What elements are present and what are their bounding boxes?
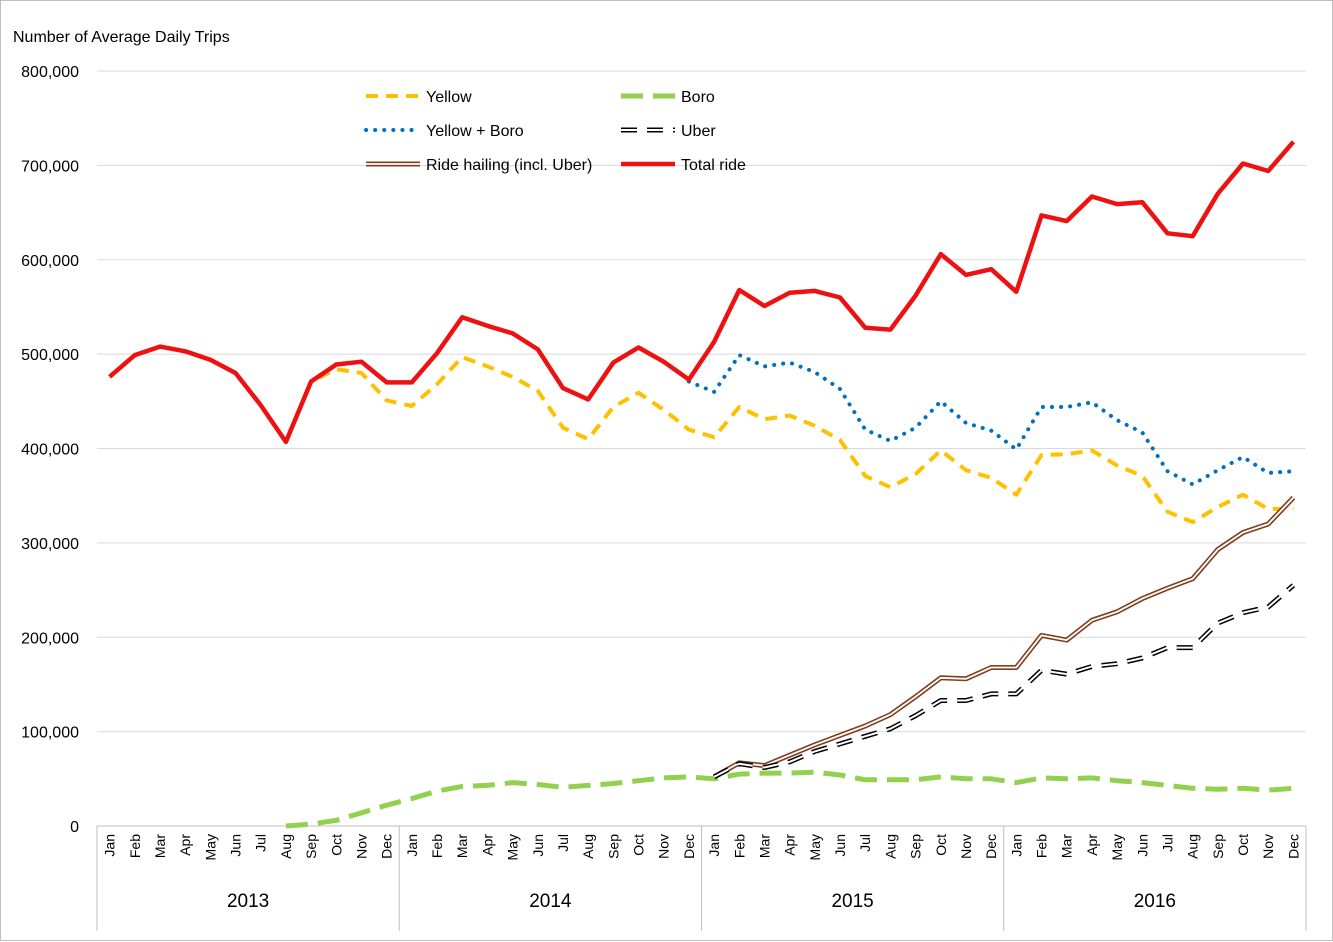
x-tick-label: Jun xyxy=(530,834,546,857)
legend-label: Uber xyxy=(681,123,716,140)
x-tick-label: Jun xyxy=(1134,834,1150,857)
x-tick-label: Dec xyxy=(1285,834,1301,859)
legend-item: Yellow + Boro xyxy=(364,123,524,140)
y-tick-label: 100,000 xyxy=(21,725,79,742)
x-tick-label: Aug xyxy=(882,834,898,859)
x-tick-label: Jan xyxy=(102,834,118,857)
gridlines xyxy=(97,70,1306,733)
x-tick-label: May xyxy=(202,834,218,860)
year-label: 2015 xyxy=(831,891,873,912)
y-tick-label: 200,000 xyxy=(21,630,79,647)
x-tick-label: Jun xyxy=(832,834,848,857)
x-tick-label: Feb xyxy=(429,834,445,858)
x-tick-label: May xyxy=(1109,834,1125,860)
x-tick-label: Oct xyxy=(631,834,647,856)
x-tick-label: Jul xyxy=(555,834,571,852)
legend-label: Yellow xyxy=(426,89,472,106)
x-tick-label: Jan xyxy=(404,834,420,857)
x-tick-label: Sep xyxy=(1210,834,1226,859)
x-tick-label: Aug xyxy=(278,834,294,859)
x-tick-label: Nov xyxy=(353,834,369,859)
x-tick-label: May xyxy=(505,834,521,860)
x-tick-label: Jul xyxy=(1159,834,1175,852)
legend-item: Uber xyxy=(621,123,716,140)
x-tick-label: Feb xyxy=(127,834,143,858)
x-tick-label: Jan xyxy=(1008,834,1024,857)
x-tick-label: Apr xyxy=(782,834,798,856)
series-line-inner xyxy=(713,496,1295,778)
y-tick-label: 600,000 xyxy=(21,253,79,270)
x-tick-label: Dec xyxy=(681,834,697,859)
legend-label: Yellow + Boro xyxy=(426,123,524,140)
x-tick-label: Jan xyxy=(706,834,722,857)
x-tick-label: Feb xyxy=(731,834,747,858)
x-tick-label: Oct xyxy=(1235,834,1251,856)
x-tick-label: Sep xyxy=(908,834,924,859)
x-tick-label: Mar xyxy=(756,834,772,858)
legend-item: Boro xyxy=(621,89,715,106)
series-line xyxy=(108,140,1296,445)
legend-label: Boro xyxy=(681,89,715,106)
x-tick-label: Feb xyxy=(1034,834,1050,858)
x-tick-label: Apr xyxy=(479,834,495,856)
legend: Yellow Boro Yellow + Boro Uber Ride hailing … xyxy=(364,89,746,174)
y-tick-label: 500,000 xyxy=(21,347,79,364)
y-axis-ticks: 0 100,000 200,000 300,000 400,000 500,000 600,… xyxy=(21,64,79,836)
x-tick-label: Aug xyxy=(1185,834,1201,859)
series-boro xyxy=(285,769,1294,829)
series-total-ride xyxy=(108,140,1296,445)
series-yellow-boro xyxy=(686,353,1296,487)
x-tick-label: Oct xyxy=(328,834,344,856)
x-tick-label: Nov xyxy=(1260,834,1276,859)
y-tick-label: 700,000 xyxy=(21,158,79,175)
year-labels: 2013 2014 2015 2016 xyxy=(96,826,1307,931)
x-tick-label: Jun xyxy=(228,834,244,857)
x-tick-label: Sep xyxy=(605,834,621,859)
series-lines xyxy=(108,140,1296,829)
x-tick-label: Oct xyxy=(933,834,949,856)
x-tick-label: Jul xyxy=(857,834,873,852)
y-tick-label: 300,000 xyxy=(21,536,79,553)
x-tick-label: Apr xyxy=(1084,834,1100,856)
series-ride-hailing-incl-uber xyxy=(712,495,1296,780)
y-tick-label: 800,000 xyxy=(21,64,79,81)
x-tick-label: Dec xyxy=(379,834,395,859)
x-tick-label: Dec xyxy=(983,834,999,859)
legend-label: Ride hailing (incl. Uber) xyxy=(426,157,592,174)
x-axis-ticks: Jan Feb Mar Apr May Jun Jul Aug Sep Oct Nov Dec Jan F… xyxy=(102,834,1302,861)
series-line xyxy=(686,353,1296,487)
x-tick-label: Mar xyxy=(454,834,470,858)
y-tick-label: 0 xyxy=(70,819,79,836)
legend-item: Ride hailing (incl. Uber) xyxy=(366,157,592,174)
legend-item: Total ride xyxy=(621,157,746,174)
x-tick-label: Mar xyxy=(152,834,168,858)
x-tick-label: Mar xyxy=(1059,834,1075,858)
x-tick-label: Nov xyxy=(958,834,974,859)
legend-item: Yellow xyxy=(366,89,472,106)
x-tick-label: Apr xyxy=(177,834,193,856)
legend-label: Total ride xyxy=(681,157,746,174)
x-tick-label: Sep xyxy=(303,834,319,859)
x-tick-label: Jul xyxy=(253,834,269,852)
year-label: 2014 xyxy=(529,891,572,912)
series-line xyxy=(285,769,1294,829)
year-label: 2013 xyxy=(227,891,269,912)
y-tick-label: 400,000 xyxy=(21,442,79,459)
x-tick-label: May xyxy=(807,834,823,860)
y-axis-label: Number of Average Daily Trips xyxy=(13,29,230,46)
x-tick-label: Aug xyxy=(580,834,596,859)
year-label: 2016 xyxy=(1134,891,1176,912)
x-tick-label: Nov xyxy=(656,834,672,859)
